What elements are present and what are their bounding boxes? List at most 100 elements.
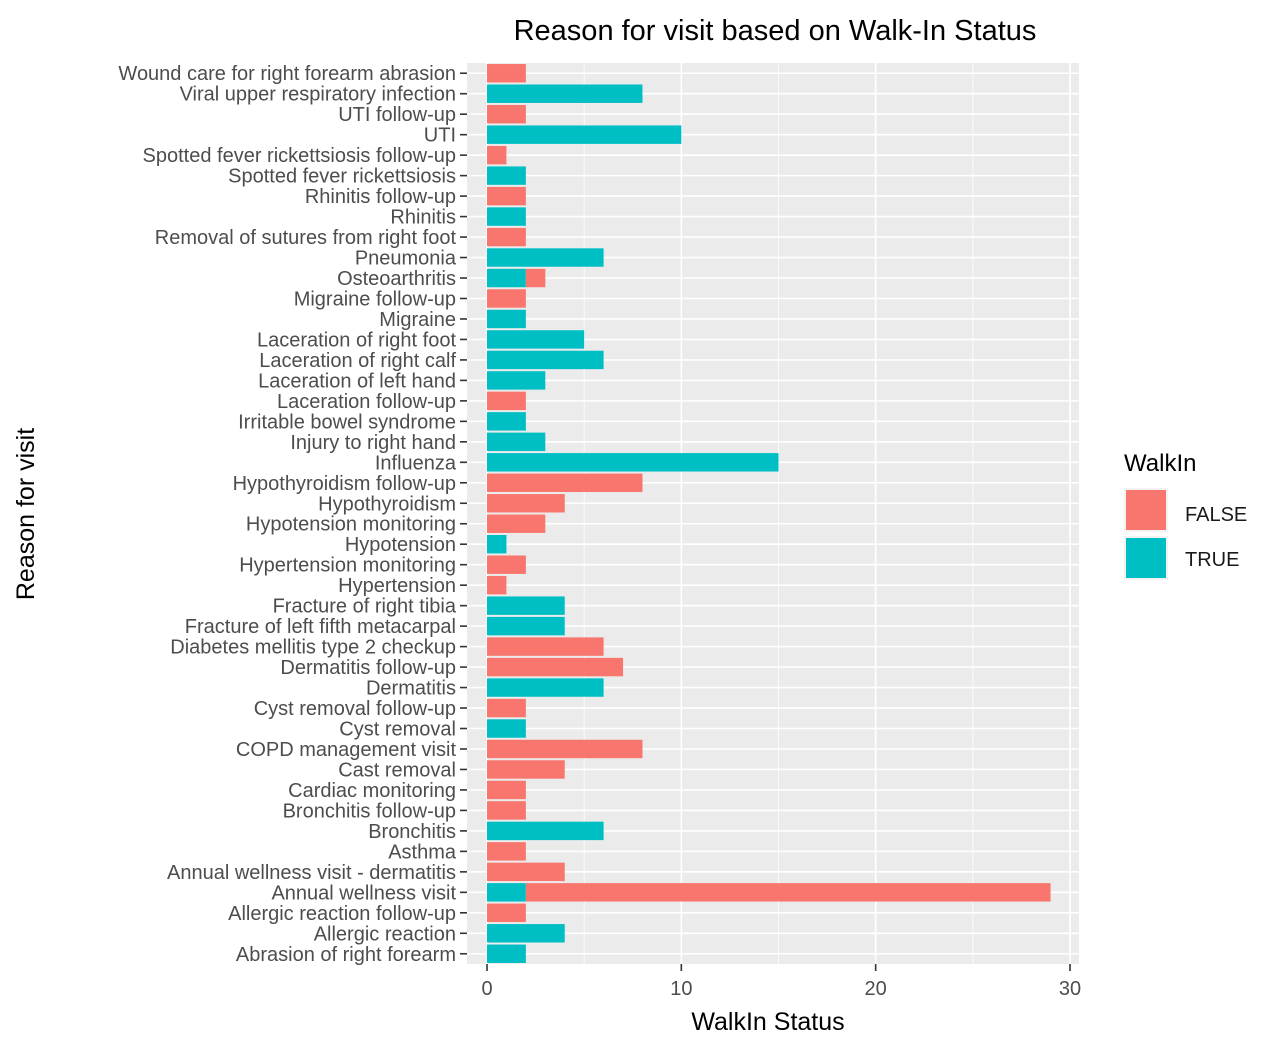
bar-true — [487, 535, 507, 554]
bar-false — [487, 186, 526, 206]
y-tick-label: Rhinitis — [390, 207, 456, 229]
y-tick-label: Wound care for right forearm abrasion — [118, 63, 456, 85]
plot-panel — [467, 63, 1079, 964]
bar-true — [487, 719, 526, 738]
y-tick-label: Laceration follow-up — [277, 391, 456, 413]
bar-true — [487, 309, 526, 329]
y-tick-label: Osteoarthritis — [337, 268, 456, 290]
y-tick-label: COPD management visit — [236, 739, 457, 761]
y-tick-label: Hypotension monitoring — [246, 514, 456, 536]
bar-false — [487, 473, 643, 492]
y-tick-label: Spotted fever rickettsiosis — [228, 166, 456, 188]
y-tick-label: Pneumonia — [355, 248, 457, 270]
y-tick-label: Hypothyroidism follow-up — [233, 473, 456, 495]
bar-false — [487, 842, 526, 861]
bar-true — [487, 924, 565, 943]
y-tick-label: Rhinitis follow-up — [305, 186, 456, 208]
y-tick-label: Fracture of right tibia — [273, 596, 457, 618]
y-tick-label: Removal of sutures from right foot — [155, 227, 457, 249]
y-tick-label: Diabetes mellitis type 2 checkup — [170, 637, 456, 659]
legend-swatch-false — [1126, 490, 1166, 530]
bar-true — [487, 883, 526, 902]
bar-true — [487, 84, 643, 103]
y-tick-label: Cast removal — [338, 759, 456, 781]
bar-true — [487, 371, 546, 390]
y-tick-label: Cyst removal follow-up — [254, 698, 456, 720]
bar-false — [487, 575, 507, 595]
bar-false — [487, 514, 546, 533]
bar-true — [487, 412, 526, 431]
bar-true — [487, 616, 565, 636]
bar-false — [487, 637, 604, 656]
bar-true — [487, 207, 526, 226]
y-tick-label: Viral upper respiratory infection — [180, 84, 456, 106]
bar-false — [487, 657, 624, 677]
x-axis-label: WalkIn Status — [691, 1008, 844, 1036]
chart-title: Reason for visit based on Walk-In Status — [514, 15, 1037, 47]
bar-false — [487, 289, 526, 308]
bar-true — [487, 125, 682, 144]
bar-true — [487, 350, 604, 370]
bar-false — [487, 145, 507, 165]
bar-false — [487, 903, 526, 923]
bar-true — [487, 248, 604, 267]
legend-swatch-true — [1126, 538, 1166, 578]
y-tick-label: Abrasion of right forearm — [236, 944, 456, 966]
y-tick-label: Hypertension monitoring — [239, 555, 456, 577]
bar-false — [487, 555, 526, 574]
bar-true — [487, 453, 779, 472]
bar-true — [487, 821, 604, 841]
y-tick-label: Migraine follow-up — [294, 288, 456, 310]
bar-true — [487, 596, 565, 615]
y-tick-label: Hypertension — [338, 575, 456, 597]
bar-true — [487, 166, 526, 185]
bar-true — [487, 330, 585, 349]
y-tick-label: Bronchitis — [368, 821, 456, 843]
y-tick-label: Influenza — [375, 452, 457, 474]
x-tick-label: 20 — [865, 978, 887, 1000]
bar-false — [487, 760, 565, 779]
y-tick-label: Fracture of left fifth metacarpal — [185, 616, 456, 638]
y-tick-label: Allergic reaction follow-up — [228, 903, 456, 925]
y-tick-label: Laceration of right foot — [257, 329, 456, 351]
bar-true — [487, 944, 526, 963]
y-tick-label: Allergic reaction — [314, 923, 456, 945]
bar-false — [487, 391, 526, 411]
legend-title: WalkIn — [1124, 450, 1196, 477]
y-tick-label: Bronchitis follow-up — [283, 800, 456, 822]
bar-false — [487, 494, 565, 513]
y-tick-label: Hypotension — [345, 534, 456, 556]
y-tick-label: Laceration of right calf — [259, 350, 456, 372]
y-tick-label: Asthma — [388, 841, 457, 863]
bar-false — [487, 64, 526, 83]
bar-false — [487, 739, 643, 759]
bar-false — [487, 862, 565, 882]
y-tick-label: Hypothyroidism — [318, 493, 456, 515]
y-tick-label: Migraine — [379, 309, 456, 331]
y-tick-label: Dermatitis follow-up — [280, 657, 456, 679]
bar-false — [487, 780, 526, 800]
bar-false — [487, 698, 526, 718]
bar-false — [487, 801, 526, 820]
bar-false — [487, 227, 526, 247]
y-tick-label: UTI — [424, 125, 456, 147]
y-axis-label: Reason for visit — [12, 428, 40, 600]
bar-false — [525, 268, 546, 288]
y-tick-label: Spotted fever rickettsiosis follow-up — [143, 145, 456, 167]
bar-false — [487, 104, 526, 124]
y-tick-label: Annual wellness visit - dermatitis — [167, 862, 456, 884]
bar-true — [487, 432, 546, 452]
x-tick-label: 10 — [670, 978, 692, 1000]
legend-label-false: FALSE — [1185, 504, 1247, 526]
y-tick-label: Irritable bowel syndrome — [238, 411, 456, 433]
bar-true — [487, 268, 526, 288]
legend: WalkIn FALSE TRUE — [1124, 450, 1247, 580]
y-tick-label: Cyst removal — [339, 719, 456, 741]
y-tick-label: Annual wellness visit — [271, 882, 456, 904]
y-tick-label: Dermatitis — [366, 678, 456, 700]
y-tick-label: UTI follow-up — [338, 104, 456, 126]
y-tick-label: Injury to right hand — [290, 432, 456, 454]
x-tick-label: 30 — [1059, 978, 1081, 1000]
